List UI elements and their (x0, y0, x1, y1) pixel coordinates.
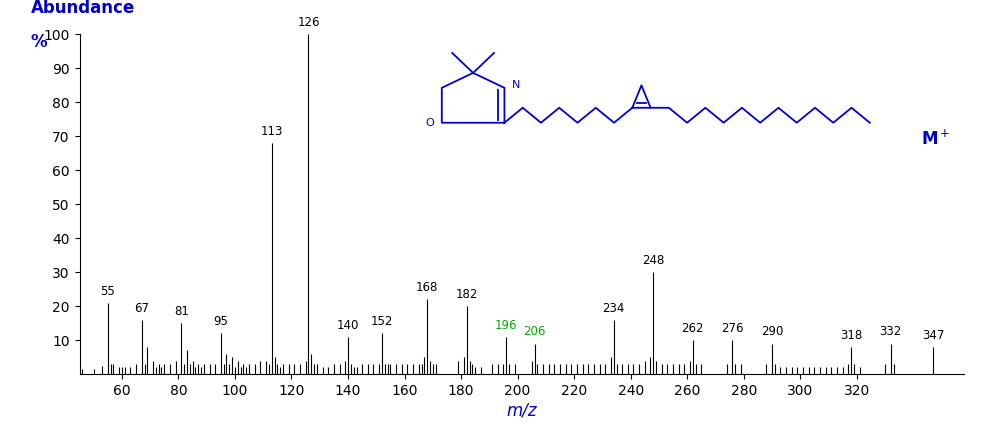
Text: M$^+$: M$^+$ (921, 129, 951, 149)
Text: 81: 81 (174, 305, 189, 318)
Text: 262: 262 (682, 322, 704, 335)
Text: 152: 152 (371, 315, 394, 328)
Text: 168: 168 (415, 281, 438, 294)
X-axis label: m/z: m/z (507, 402, 537, 420)
Text: 182: 182 (455, 288, 478, 301)
Text: 234: 234 (602, 302, 625, 315)
Text: 67: 67 (134, 302, 149, 315)
Text: 206: 206 (524, 326, 546, 338)
Text: 95: 95 (214, 315, 229, 328)
Text: 140: 140 (337, 319, 359, 332)
Text: 318: 318 (840, 329, 862, 342)
Text: 126: 126 (297, 16, 320, 29)
Text: %: % (31, 34, 48, 51)
Text: 347: 347 (921, 329, 944, 342)
Text: 332: 332 (880, 326, 902, 338)
Text: 55: 55 (100, 285, 115, 298)
Text: 290: 290 (760, 326, 783, 338)
Text: 196: 196 (495, 319, 518, 332)
Text: 248: 248 (642, 254, 664, 267)
Text: Abundance: Abundance (31, 0, 135, 17)
Text: 276: 276 (722, 322, 744, 335)
Text: 113: 113 (260, 125, 283, 138)
